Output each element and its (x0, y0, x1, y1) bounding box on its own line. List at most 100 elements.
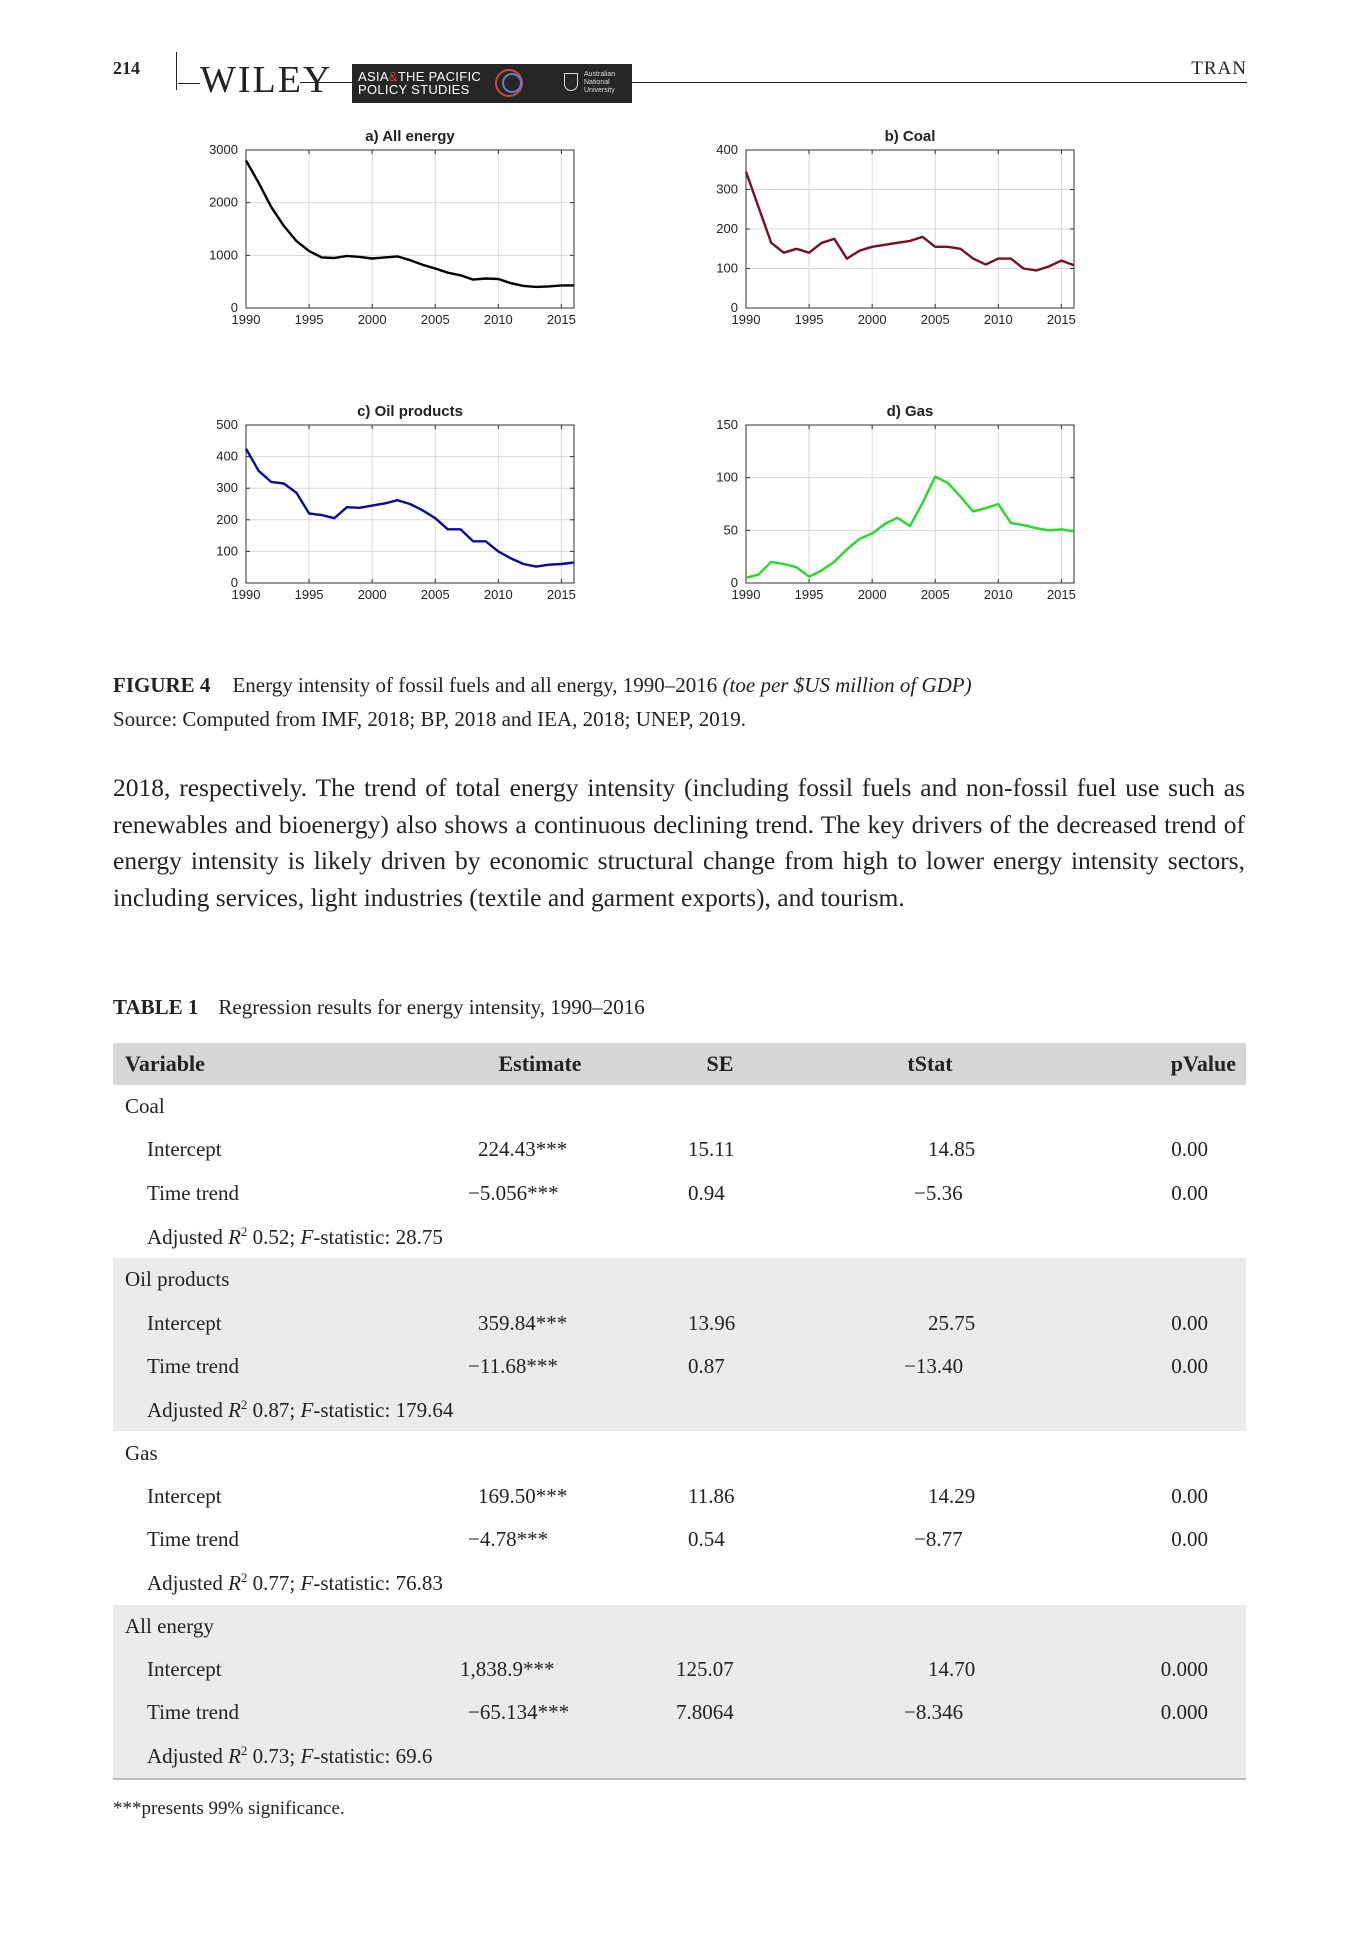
series-line (244, 159, 574, 289)
table-row: Intercept 169.50*** 11.86 14.29 0.00 (113, 1475, 1246, 1518)
table-group-row: Gas (113, 1431, 1246, 1474)
chart-title: c) Oil products (357, 403, 463, 420)
row-se: 7.8064 (640, 1691, 800, 1735)
x-tick-label: 1995 (795, 312, 824, 327)
journal-title: ASIA&THE PACIFIC POLICY STUDIES (358, 69, 482, 97)
row-variable: Time trend (113, 1691, 440, 1735)
row-pvalue: 0.00 (1171, 1180, 1208, 1205)
y-tick-label: 1000 (209, 247, 238, 262)
body-paragraph: 2018, respectively. The trend of total e… (113, 773, 1245, 912)
row-se: 125.07 (640, 1647, 800, 1692)
fit-statistics: Adjusted R2 0.87; F-statistic: 179.64 (113, 1388, 1246, 1432)
plot-frame (245, 149, 575, 309)
row-variable: Intercept (113, 1647, 440, 1692)
university-crest-icon (564, 73, 578, 91)
group-name: Oil products (113, 1258, 1246, 1302)
y-tick-label: 200 (716, 221, 738, 236)
table-fit-row: Adjusted R2 0.73; F-statistic: 69.6 (113, 1734, 1246, 1780)
row-variable: Intercept (147, 1137, 222, 1162)
header-variable: Variable (113, 1043, 440, 1085)
group-name: All energy (113, 1604, 1246, 1648)
y-tick-label: 150 (716, 417, 738, 432)
chart-title: d) Gas (887, 403, 934, 420)
chart-gas: d) Gas 1990 1995 2000 2005 2010 2015 0 50 100 150 (690, 395, 1084, 613)
row-variable: Time trend (147, 1527, 239, 1552)
x-tick-label: 2000 (358, 312, 387, 327)
row-variable: Intercept (113, 1301, 440, 1345)
x-tick-label: 2015 (1047, 312, 1076, 327)
x-tick-label: 2000 (858, 587, 887, 602)
row-se: 15.11 (688, 1137, 735, 1162)
figure-label: FIGURE 4 (113, 673, 211, 697)
x-tick-label: 2000 (858, 312, 887, 327)
row-estimate: 224.43*** (478, 1137, 568, 1162)
row-tstat: −13.40 (800, 1344, 1060, 1389)
header-rule (300, 82, 1247, 83)
page-number: 214 (113, 58, 140, 78)
series-line (744, 171, 1075, 272)
row-variable: Time trend (147, 1180, 239, 1205)
chart-title: b) Coal (885, 128, 936, 145)
row-estimate: −65.134*** (440, 1691, 640, 1735)
header-se: SE (640, 1043, 800, 1085)
header-divider (176, 52, 177, 90)
figure-source: Source: Computed from IMF, 2018; BP, 201… (113, 707, 746, 731)
chart-all-energy: a) All energy 1990 1995 2000 2005 2010 2015 0 10… (190, 120, 584, 338)
y-tick-label: 50 (724, 522, 738, 537)
row-variable: Time trend (113, 1344, 440, 1389)
chart-svg: a) All energy 1990 1995 2000 2005 2010 2015 0 10… (209, 128, 576, 327)
figure-caption: FIGURE 4 Energy intensity of fossil fuels… (113, 668, 1253, 736)
table-header-row: Variable Estimate SE tStat pValue (113, 1043, 1246, 1085)
running-author: TRAN (1191, 58, 1247, 79)
table-row: Time trend −4.78*** 0.54 −8.77 0.00 (113, 1518, 1246, 1561)
y-tick-label: 400 (216, 449, 238, 464)
y-tick-label: 0 (231, 300, 238, 315)
figure-caption-unit: (toe per $US million of GDP) (722, 673, 972, 697)
table-caption-text: Regression results for energy intensity,… (218, 995, 645, 1019)
row-tstat: −8.346 (800, 1691, 1060, 1735)
x-tick-label: 2010 (984, 312, 1013, 327)
table-fit-row: Adjusted R2 0.52; F-statistic: 28.75 (113, 1215, 1246, 1258)
x-tick-label: 1995 (295, 312, 324, 327)
row-tstat: 14.70 (800, 1647, 1060, 1692)
row-estimate: −4.78*** (468, 1527, 549, 1552)
table-row: Intercept 359.84*** 13.96 25.75 0.00 (113, 1301, 1246, 1345)
figure-caption-text: Energy intensity of fossil fuels and all… (232, 673, 723, 697)
x-tick-label: 1990 (232, 587, 261, 602)
table-row: Intercept 1,838.9*** 125.07 14.70 0.000 (113, 1647, 1246, 1692)
table-caption: TABLE 1 Regression results for energy int… (113, 995, 645, 1020)
x-tick-label: 1995 (795, 587, 824, 602)
plot-frame (745, 424, 1075, 584)
row-pvalue: 0.00 (1060, 1344, 1246, 1389)
x-tick-label: 2010 (984, 587, 1013, 602)
y-tick-label: 3000 (209, 142, 238, 157)
row-se: 13.96 (640, 1301, 800, 1345)
group-name: Gas (125, 1440, 158, 1465)
table-row: Time trend −65.134*** 7.8064 −8.346 0.000 (113, 1691, 1246, 1735)
chart-svg: c) Oil products 1990 1995 2000 2005 2010 2015 0… (216, 403, 576, 602)
row-estimate: 359.84*** (440, 1301, 640, 1345)
journal-ring-icon (495, 69, 523, 97)
university-name: Australian National University (584, 71, 616, 94)
group-name: Coal (125, 1094, 165, 1119)
header-estimate: Estimate (440, 1043, 640, 1085)
y-tick-label: 200 (216, 512, 238, 527)
fit-statistics: Adjusted R2 0.73; F-statistic: 69.6 (113, 1734, 1246, 1780)
table-footnote: ***presents 99% significance. (113, 1798, 345, 1819)
header-rule-left (178, 83, 200, 84)
y-tick-label: 300 (216, 480, 238, 495)
chart-coal: b) Coal 1990 1995 2000 2005 2010 2015 0 100 200 30… (690, 120, 1084, 338)
row-pvalue: 0.000 (1060, 1647, 1246, 1692)
y-tick-label: 100 (216, 543, 238, 558)
series-line (244, 448, 575, 568)
y-tick-label: 500 (216, 417, 238, 432)
x-tick-label: 2000 (358, 587, 387, 602)
fit-statistics: Adjusted R2 0.52; F-statistic: 28.75 (147, 1223, 443, 1249)
chart-svg: b) Coal 1990 1995 2000 2005 2010 2015 0 100 200 30… (716, 128, 1076, 327)
x-tick-label: 1990 (232, 312, 261, 327)
table-row: Time trend −5.056*** 0.94 −5.36 0.00 (113, 1172, 1246, 1215)
y-tick-label: 300 (716, 182, 738, 197)
row-pvalue: 0.00 (1171, 1527, 1208, 1552)
table-group-row: Coal (113, 1085, 1246, 1128)
row-tstat: −8.77 (914, 1527, 963, 1552)
